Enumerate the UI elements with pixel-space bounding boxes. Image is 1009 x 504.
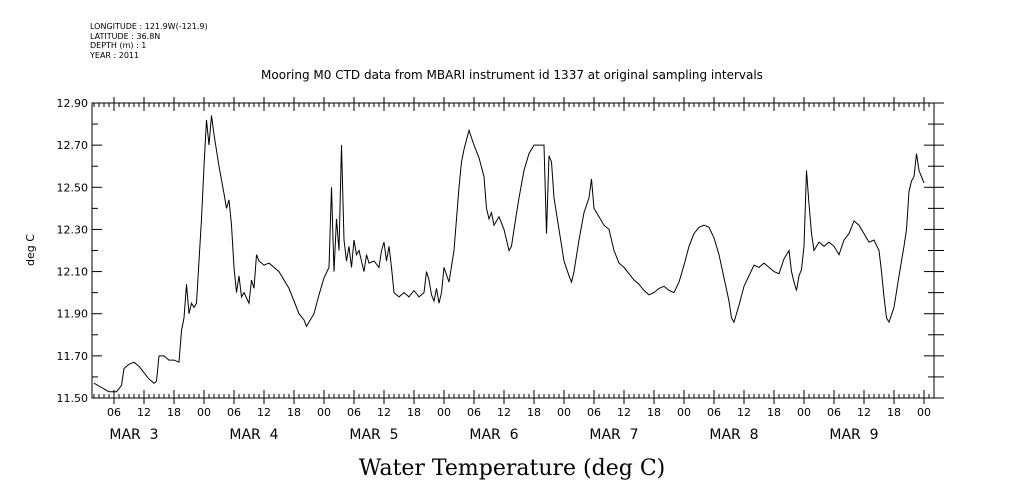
- x-date-label: MAR 7: [589, 427, 638, 443]
- depth-text: DEPTH (m) : 1: [90, 41, 147, 50]
- metadata-block: LONGITUDE : 121.9W(-121.9) LATITUDE : 36…: [90, 22, 208, 60]
- x-tick-label: 00: [917, 406, 931, 419]
- x-tick-label: 18: [767, 406, 781, 419]
- x-tick-label: 06: [467, 406, 481, 419]
- x-tick-label: 18: [887, 406, 901, 419]
- x-tick-label: 12: [617, 406, 631, 419]
- x-tick-label: 12: [497, 406, 511, 419]
- x-tick-label: 00: [197, 406, 211, 419]
- x-tick-label: 12: [857, 406, 871, 419]
- x-date-label: MAR 5: [349, 427, 398, 443]
- y-tick-label: 12.30: [57, 223, 89, 236]
- y-tick-label: 11.70: [57, 350, 89, 363]
- x-date-label: MAR 3: [109, 427, 158, 443]
- longitude-text: LONGITUDE : 121.9W(-121.9): [90, 22, 208, 31]
- x-axis: 06 12 18 00 06 12 18 00 06 12 18 00 06 12 18 00 06 12 18 00…: [93, 97, 935, 443]
- x-tick-label: 18: [527, 406, 541, 419]
- chart-title: Mooring M0 CTD data from MBARI instrumen…: [261, 68, 763, 82]
- x-tick-label: 18: [287, 406, 301, 419]
- x-axis-title: Water Temperature (deg C): [359, 456, 666, 481]
- latitude-text: LATITUDE : 36.8N: [90, 31, 161, 41]
- y-tick-label: 11.90: [57, 308, 89, 321]
- y-tick-label: 12.10: [57, 266, 89, 279]
- x-tick-label: 18: [407, 406, 421, 419]
- y-tick-label: 12.70: [57, 139, 89, 152]
- x-tick-label: 06: [827, 406, 841, 419]
- x-tick-label: 00: [797, 406, 811, 419]
- x-tick-label: 06: [587, 406, 601, 419]
- x-tick-label: 06: [227, 406, 241, 419]
- plot-frame: [91, 102, 935, 399]
- x-date-label: MAR 8: [709, 427, 758, 443]
- y-axis: 11.50 11.70 11.90 12.10 12.30 12.50 12.70 12.90: [57, 97, 944, 405]
- x-tick-label: 12: [737, 406, 751, 419]
- x-tick-label: 18: [647, 406, 661, 419]
- x-tick-label: 00: [317, 406, 331, 419]
- y-tick-label: 12.90: [57, 97, 89, 110]
- x-date-label: MAR 9: [829, 427, 878, 443]
- x-tick-label: 06: [107, 406, 121, 419]
- x-tick-label: 12: [137, 406, 151, 419]
- x-date-label: MAR 4: [229, 427, 278, 443]
- year-text: YEAR : 2011: [90, 50, 140, 60]
- series-layer: [93, 115, 925, 393]
- x-tick-label: 00: [437, 406, 451, 419]
- x-tick-label: 00: [557, 406, 571, 419]
- y-tick-label: 12.50: [57, 181, 89, 194]
- x-tick-label: 12: [377, 406, 391, 419]
- y-axis-label: deg C: [24, 234, 37, 266]
- y-tick-label: 11.50: [57, 392, 89, 405]
- x-tick-label: 18: [167, 406, 181, 419]
- temperature-series-line: [93, 115, 925, 393]
- x-tick-label: 00: [677, 406, 691, 419]
- x-tick-label: 12: [257, 406, 271, 419]
- x-tick-label: 06: [347, 406, 361, 419]
- x-date-label: MAR 6: [469, 427, 518, 443]
- x-tick-label: 06: [707, 406, 721, 419]
